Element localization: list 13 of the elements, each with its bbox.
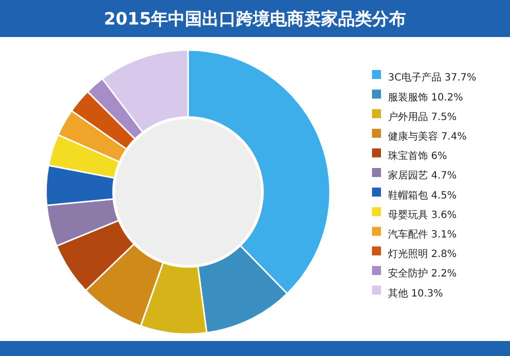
legend-label: 灯光照明 2.8% bbox=[388, 248, 457, 260]
chart-title: 2015年中国出口跨境电商卖家品类分布 bbox=[104, 10, 406, 30]
legend-label: 安全防护 2.2% bbox=[388, 268, 457, 280]
legend-label: 户外用品 7.5% bbox=[388, 110, 457, 123]
legend-label: 家居园艺 4.7% bbox=[388, 170, 457, 182]
legend-label: 珠宝首饰 6% bbox=[388, 150, 448, 162]
legend-label: 母婴玩具 3.6% bbox=[388, 208, 457, 221]
legend-label: 汽车配件 3.1% bbox=[388, 228, 457, 241]
legend-label: 3C电子产品 37.7% bbox=[388, 72, 476, 84]
legend-label: 服装服饰 10.2% bbox=[388, 91, 463, 104]
legend-label: 其他 10.3% bbox=[388, 287, 443, 300]
legend-label: 健康与美容 7.4% bbox=[388, 130, 467, 143]
legend-label: 鞋帽箱包 4.5% bbox=[388, 189, 457, 202]
